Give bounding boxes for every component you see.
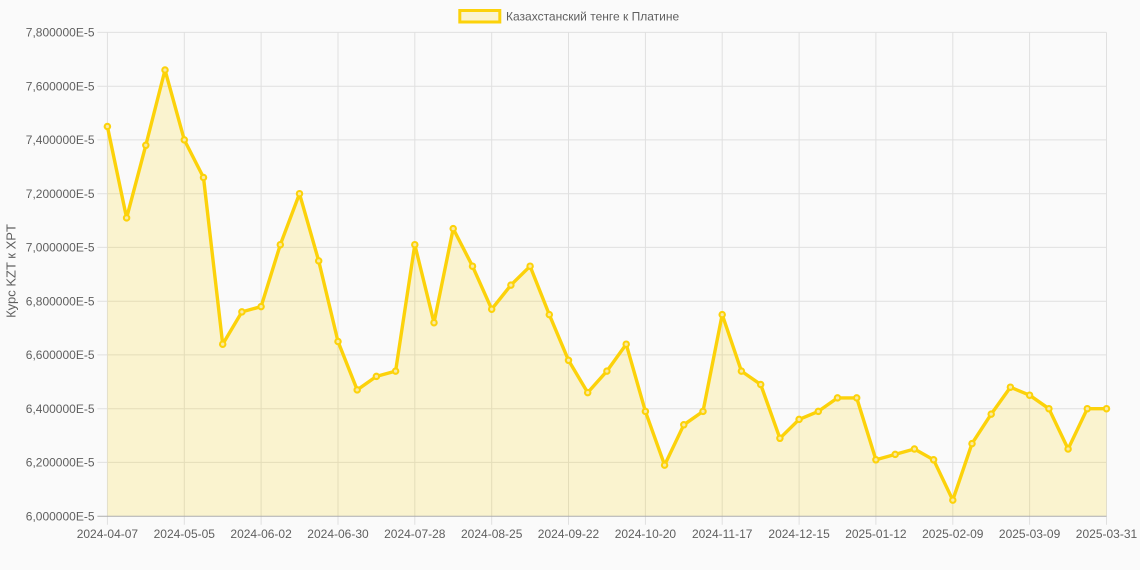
svg-text:2024-09-22: 2024-09-22 bbox=[538, 527, 600, 541]
svg-text:6,200000E-5: 6,200000E-5 bbox=[26, 456, 95, 470]
svg-text:2025-03-09: 2025-03-09 bbox=[999, 527, 1061, 541]
svg-text:2024-06-02: 2024-06-02 bbox=[230, 527, 292, 541]
svg-text:2024-11-17: 2024-11-17 bbox=[692, 527, 753, 541]
svg-text:6,400000E-5: 6,400000E-5 bbox=[26, 402, 95, 416]
svg-text:7,000000E-5: 7,000000E-5 bbox=[26, 241, 95, 255]
svg-text:7,800000E-5: 7,800000E-5 bbox=[26, 26, 95, 40]
svg-text:2025-02-09: 2025-02-09 bbox=[922, 527, 984, 541]
svg-text:7,600000E-5: 7,600000E-5 bbox=[26, 79, 95, 93]
svg-text:6,600000E-5: 6,600000E-5 bbox=[26, 348, 95, 362]
svg-text:Курс KZT к XPT: Курс KZT к XPT bbox=[4, 224, 19, 318]
svg-text:2024-12-15: 2024-12-15 bbox=[768, 527, 830, 541]
svg-text:2025-03-31: 2025-03-31 bbox=[1076, 527, 1138, 541]
svg-text:2024-10-20: 2024-10-20 bbox=[615, 527, 677, 541]
svg-text:2024-05-05: 2024-05-05 bbox=[154, 527, 216, 541]
svg-text:6,800000E-5: 6,800000E-5 bbox=[26, 294, 95, 308]
svg-text:2024-06-30: 2024-06-30 bbox=[307, 527, 369, 541]
svg-text:7,200000E-5: 7,200000E-5 bbox=[26, 187, 95, 201]
svg-text:Казахстанский тенге к Платине: Казахстанский тенге к Платине bbox=[506, 9, 679, 23]
svg-text:6,000000E-5: 6,000000E-5 bbox=[26, 509, 95, 523]
svg-text:2024-04-07: 2024-04-07 bbox=[77, 527, 139, 541]
svg-text:2025-01-12: 2025-01-12 bbox=[845, 527, 907, 541]
svg-text:2024-07-28: 2024-07-28 bbox=[384, 527, 446, 541]
svg-text:7,400000E-5: 7,400000E-5 bbox=[26, 133, 95, 147]
svg-text:2024-08-25: 2024-08-25 bbox=[461, 527, 523, 541]
